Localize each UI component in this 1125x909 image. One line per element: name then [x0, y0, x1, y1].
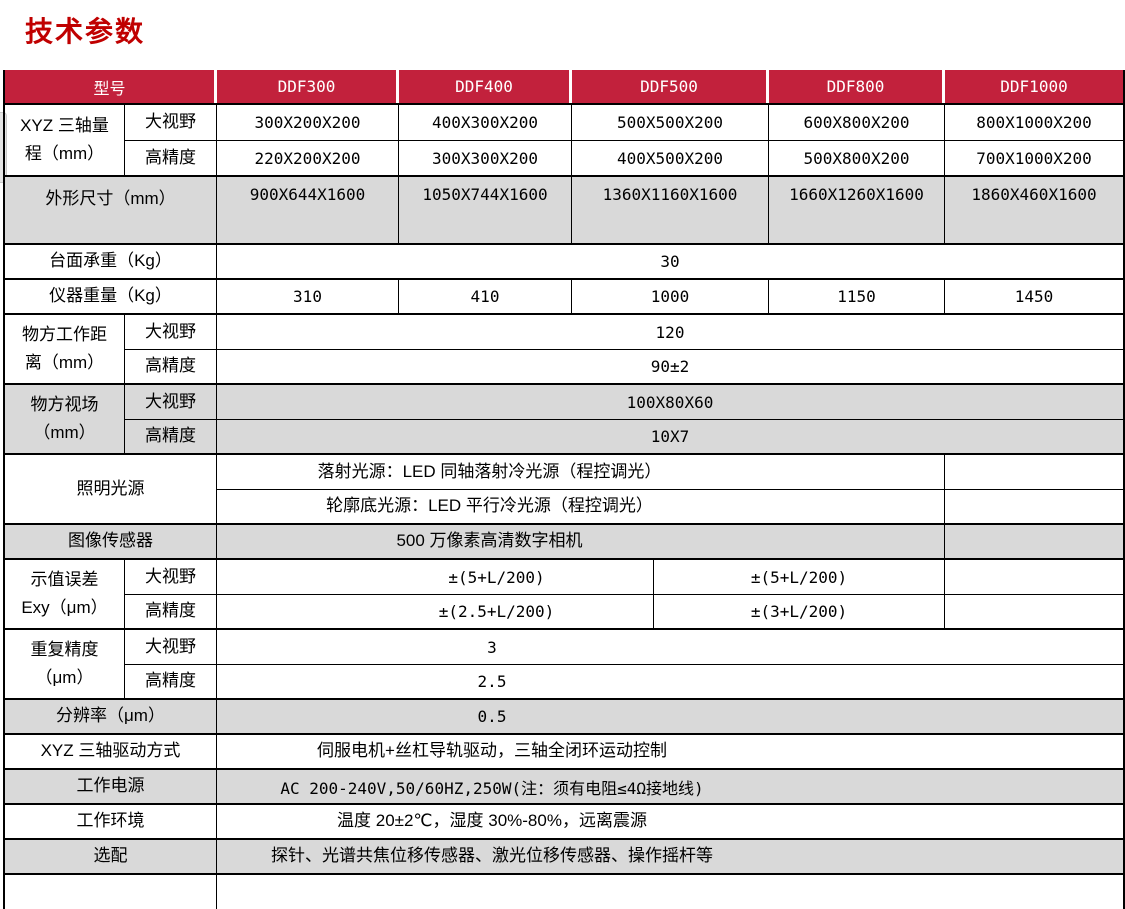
drive-mode-label: XYZ 三轴驱动方式: [5, 735, 217, 768]
value-cell: 800X1000X200: [976, 113, 1092, 132]
sub-label-big-fov: 大视野: [125, 315, 217, 349]
row-instrument-weight: 仪器重量（Kg） 310 410 1000 1150 1450: [5, 278, 1123, 313]
empty-cell: [945, 560, 1123, 594]
header-model-ddf300: DDF300: [217, 70, 399, 103]
row-image-sensor: 图像传感器 500 万像素高清数字相机: [5, 523, 1123, 558]
sub-label-big-fov: 大视野: [125, 105, 217, 140]
sub-label-high-precision: 高精度: [125, 350, 217, 383]
value-cell: 500X500X200: [572, 105, 769, 140]
xyz-range-big-fov-row: 大视野 300X200X200 400X300X200 500X500X200 …: [125, 105, 1123, 140]
row-object-fov: 物方视场 （mm） 大视野 100X80X60 高精度 10X7: [5, 383, 1123, 453]
sub-label-big-fov: 大视野: [125, 385, 217, 419]
value-cell: 310: [217, 280, 399, 313]
value-cell: 500X800X200: [769, 141, 945, 175]
header-model-ddf500: DDF500: [572, 70, 769, 103]
value-cell: 1860X460X1600: [971, 185, 1097, 204]
empty-cell: [945, 595, 1123, 628]
indication-error-value: ±(5+L/200): [217, 560, 654, 594]
value-cell: 400X300X200: [399, 105, 572, 140]
value-cell: 1360X1160X1600: [572, 177, 769, 243]
working-distance-big-fov-value: 120: [655, 322, 685, 342]
environment-value: 温度 20±2℃，湿度 30%-80%，远离震源: [337, 811, 647, 831]
row-repeatability: 重复精度 （μm） 大视野 3 高精度 2.5: [5, 628, 1123, 698]
value-cell: 410: [399, 280, 572, 313]
sub-label-high-precision: 高精度: [125, 420, 217, 453]
object-fov-high-precision-value: 10X7: [650, 427, 690, 446]
illumination-label: 照明光源: [76, 478, 145, 498]
value-cell: 1660X1260X1600: [769, 177, 945, 243]
row-environment: 工作环境 温度 20±2℃，湿度 30%-80%，远离震源: [5, 803, 1123, 838]
power-supply-label: 工作电源: [5, 770, 217, 803]
indication-error-value: ±(2.5+L/200): [217, 595, 654, 628]
object-fov-label: 物方视场 （mm）: [30, 394, 99, 442]
value-cell: 900X644X1600: [217, 177, 399, 243]
row-table-load: 台面承重（Kg） 30: [5, 243, 1123, 278]
image-sensor-value: 500 万像素高清数字相机: [217, 525, 945, 558]
power-supply-value: AC 200-240V,50/60HZ,250W(注：须有电阻≤4Ω接地线): [280, 778, 704, 798]
row-indication-error: 示值误差 Exy（μm） 大视野 ±(5+L/200) ±(5+L/200) 高…: [5, 558, 1123, 628]
table-load-label: 台面承重（Kg）: [5, 245, 217, 278]
value-cell: 1150: [769, 280, 945, 313]
value-cell: 700X1000X200: [976, 148, 1092, 168]
value-cell: 300X300X200: [399, 141, 572, 175]
sub-label-high-precision: 高精度: [125, 595, 217, 628]
table-load-value: 30: [660, 252, 680, 271]
header-model-ddf400: DDF400: [399, 70, 572, 103]
object-fov-big-fov-value: 100X80X60: [626, 392, 714, 412]
outer-dimensions-label: 外形尺寸（mm）: [5, 177, 217, 243]
spec-table: 型号 DDF300 DDF400 DDF500 DDF800 DDF1000 X…: [3, 70, 1125, 909]
header-model-label: 型号: [5, 70, 217, 103]
repeatability-big-fov-value: 3: [487, 637, 497, 657]
row-options: 选配 探针、光谱共焦位移传感器、激光位移传感器、操作摇杆等: [5, 838, 1123, 873]
header-model-ddf800: DDF800: [769, 70, 945, 103]
options-label: 选配: [5, 840, 217, 873]
value-cell: 1050X744X1600: [399, 177, 572, 243]
header-model-ddf1000: DDF1000: [1000, 77, 1068, 96]
row-illumination: 照明光源 落射光源：LED 同轴落射冷光源（程控调光） 轮廓底光源：LED 平行…: [5, 453, 1123, 523]
row-drive-mode: XYZ 三轴驱动方式 伺服电机+丝杠导轨驱动，三轴全闭环运动控制: [5, 733, 1123, 768]
illumination-line-2: 轮廓底光源：LED 平行冷光源（程控调光）: [217, 490, 945, 523]
row-working-distance: 物方工作距 离（mm） 大视野 120 高精度 90±2: [5, 313, 1123, 383]
sub-label-big-fov: 大视野: [125, 630, 217, 664]
image-sensor-label: 图像传感器: [5, 525, 217, 558]
row-outer-dimensions: 外形尺寸（mm） 900X644X1600 1050X744X1600 1360…: [5, 175, 1123, 243]
sub-label-high-precision: 高精度: [125, 141, 217, 175]
indication-error-value: ±(3+L/200): [654, 595, 945, 628]
working-distance-high-precision-value: 90±2: [650, 357, 690, 376]
xyz-range-label: XYZ 三轴量 程（mm）: [20, 115, 109, 163]
table-header-row: 型号 DDF300 DDF400 DDF500 DDF800 DDF1000: [5, 70, 1123, 103]
indication-error-value: ±(5+L/200): [654, 560, 945, 594]
row-resolution: 分辨率（μm） 0.5: [5, 698, 1123, 733]
repeatability-label: 重复精度 （μm）: [30, 639, 99, 687]
drive-mode-value: 伺服电机+丝杠导轨驱动，三轴全闭环运动控制: [317, 741, 667, 761]
xyz-range-high-precision-row: 高精度 220X200X200 300X300X200 400X500X200 …: [125, 140, 1123, 175]
empty-cell: [217, 875, 1123, 909]
value-cell: 220X200X200: [217, 141, 399, 175]
working-distance-label: 物方工作距 离（mm）: [22, 324, 107, 372]
sub-label-high-precision: 高精度: [125, 665, 217, 698]
indication-error-label: 示值误差 Exy（μm）: [21, 569, 108, 617]
empty-cell: [5, 875, 217, 909]
value-cell: 400X500X200: [572, 141, 769, 175]
row-xyz-range: XYZ 三轴量 程（mm） 大视野 300X200X200 400X300X20…: [5, 103, 1123, 175]
options-value: 探针、光谱共焦位移传感器、激光位移传感器、操作摇杆等: [271, 846, 713, 866]
value-cell: 300X200X200: [217, 105, 399, 140]
repeatability-high-precision-value: 2.5: [477, 672, 507, 691]
value-cell: 1000: [572, 280, 769, 313]
value-cell: 600X800X200: [769, 105, 945, 140]
empty-cell: [945, 490, 1123, 523]
page-title: 技术参数: [25, 16, 146, 47]
environment-label: 工作环境: [5, 805, 217, 838]
resolution-value: 0.5: [477, 707, 507, 726]
value-cell: 1450: [1014, 287, 1054, 306]
row-empty: [5, 873, 1123, 909]
instrument-weight-label: 仪器重量（Kg）: [5, 280, 217, 313]
empty-cell: [945, 455, 1123, 489]
row-power-supply: 工作电源 AC 200-240V,50/60HZ,250W(注：须有电阻≤4Ω接…: [5, 768, 1123, 803]
sub-label-big-fov: 大视野: [125, 560, 217, 594]
illumination-line-1: 落射光源：LED 同轴落射冷光源（程控调光）: [217, 455, 945, 489]
resolution-label: 分辨率（μm）: [5, 700, 217, 733]
empty-cell: [945, 525, 1123, 558]
